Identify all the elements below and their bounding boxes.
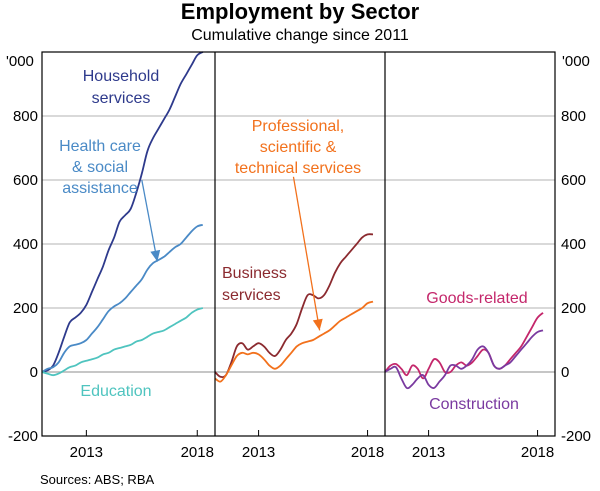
series-label-line-health-care-social-assistance-0: Health care bbox=[59, 138, 141, 155]
chart-title: Employment by Sector bbox=[181, 0, 420, 24]
series-label-goods-related: Goods-related bbox=[426, 290, 527, 307]
series-line-health-care-social-assistance bbox=[41, 223, 204, 373]
series-label-household-services: Household services bbox=[83, 68, 160, 107]
unit-label-right: '000 bbox=[562, 53, 590, 70]
series-label-education: Education bbox=[80, 383, 151, 400]
series-label-line-household-services-0: Household bbox=[83, 68, 160, 85]
x-tick-2-2018: 2018 bbox=[351, 444, 384, 461]
y-tick-left-0: 0 bbox=[30, 364, 38, 381]
x-tick-2-2013: 2013 bbox=[242, 444, 275, 461]
panel-frames bbox=[41, 51, 556, 437]
series-label-line-professional-scientific-technical-services-2: technical services bbox=[235, 160, 361, 177]
series-line-education bbox=[41, 307, 204, 377]
series-label-line-goods-related-0: Goods-related bbox=[426, 290, 527, 307]
series-line-goods-related bbox=[384, 312, 544, 380]
y-tick-left-400: 400 bbox=[13, 236, 38, 253]
y-tick-left-200: 200 bbox=[13, 300, 38, 317]
y-tick-right-400: 400 bbox=[561, 236, 586, 253]
annotation-arrow-line-2-0 bbox=[292, 176, 321, 331]
x-tick-1-2018: 2018 bbox=[181, 444, 214, 461]
series-label-line-education-0: Education bbox=[80, 383, 151, 400]
series-label-line-professional-scientific-technical-services-1: scientific & bbox=[260, 139, 337, 156]
y-tick-right-200: 200 bbox=[561, 300, 586, 317]
series-labels: Household services Health care & social assi… bbox=[59, 68, 528, 413]
annotation-arrows bbox=[141, 176, 323, 331]
y-tick-left-600: 600 bbox=[13, 172, 38, 189]
series-label-line-business-services-1: services bbox=[222, 287, 281, 304]
series-label-line-construction-0: Construction bbox=[429, 396, 519, 413]
series-label-line-business-services-0: Business bbox=[222, 265, 287, 282]
series-label-professional-scientific-technical-services: Professional, scientific & technical servi… bbox=[235, 118, 361, 177]
series-label-line-health-care-social-assistance-1: & social bbox=[72, 159, 128, 176]
y-tick-right-0: 0 bbox=[561, 364, 569, 381]
chart-subtitle: Cumulative change since 2011 bbox=[191, 27, 409, 44]
series-line-construction bbox=[384, 329, 544, 390]
y-tick-right-600: 600 bbox=[561, 172, 586, 189]
source-note: Sources: ABS; RBA bbox=[40, 472, 154, 487]
plot-frame bbox=[41, 51, 556, 437]
series-label-line-professional-scientific-technical-services-0: Professional, bbox=[252, 118, 345, 135]
series-line-household-services bbox=[41, 51, 204, 373]
annotation-arrow-line-1-0 bbox=[141, 179, 158, 262]
x-tick-1-2013: 2013 bbox=[70, 444, 103, 461]
annotation-arrow-head-2-0 bbox=[312, 318, 323, 331]
y-tick-right-800: 800 bbox=[561, 108, 586, 125]
series-label-health-care-social-assistance: Health care & social assistance bbox=[59, 138, 141, 197]
series-lines bbox=[41, 51, 544, 390]
series-line-professional-scientific-technical-services bbox=[214, 300, 374, 383]
tick-labels: -200 -200 0 0 200 200 400 400 600 600 800 800 2013 20… bbox=[8, 108, 591, 461]
y-tick-left-800: 800 bbox=[13, 108, 38, 125]
y-tick-left--200: -200 bbox=[8, 428, 38, 445]
series-line-business-services bbox=[214, 233, 374, 379]
series-label-construction: Construction bbox=[429, 396, 519, 413]
unit-label-left: '000 bbox=[6, 53, 34, 70]
y-tick-right--200: -200 bbox=[561, 428, 591, 445]
series-label-line-household-services-1: services bbox=[92, 90, 151, 107]
series-label-line-health-care-social-assistance-2: assistance bbox=[62, 180, 138, 197]
series-label-business-services: Business services bbox=[222, 265, 287, 304]
grid-lines bbox=[42, 115, 555, 373]
x-tick-3-2018: 2018 bbox=[521, 444, 554, 461]
x-tick-3-2013: 2013 bbox=[412, 444, 445, 461]
annotation-arrow-head-1-0 bbox=[150, 249, 161, 262]
